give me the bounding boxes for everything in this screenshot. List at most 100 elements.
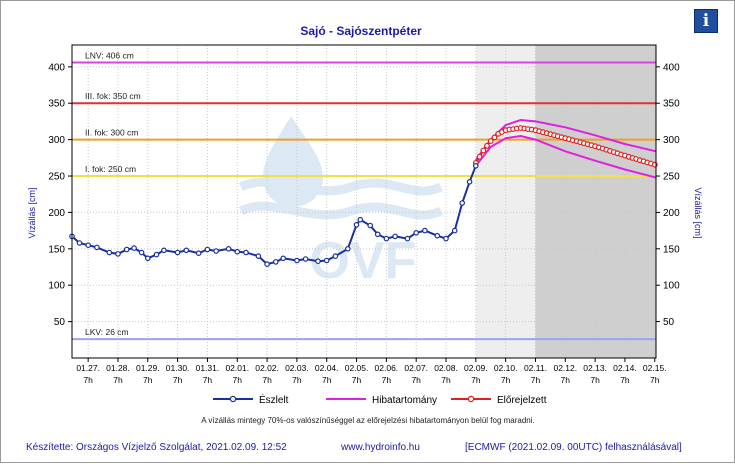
observed-point: [213, 248, 219, 254]
observed-point: [204, 246, 211, 253]
x-tick-hour: 7h: [113, 375, 123, 385]
observed-point: [367, 222, 374, 229]
observed-point: [344, 246, 351, 252]
chart-axes: 50 50 100 100 150 150 200 200 250 250 300 300 350 350…: [48, 44, 680, 385]
x-tick-label: 02.08.: [434, 363, 458, 373]
observed-point: [392, 233, 398, 240]
x-tick-label: 01.28.: [106, 363, 130, 373]
x-tick-hour: 7h: [143, 375, 153, 385]
observed-point: [272, 259, 279, 265]
x-tick-hour: 7h: [322, 375, 332, 385]
info-icon[interactable]: i: [694, 9, 718, 33]
y-axis-label-left: Vízállás [cm]: [27, 187, 37, 238]
observed-point: [174, 249, 181, 256]
x-tick-hour: 7h: [531, 375, 541, 385]
x-tick-label: 01.31.: [196, 363, 220, 373]
forecast-point: [480, 147, 487, 154]
x-tick-label: 02.10.: [494, 363, 518, 373]
observed-point: [422, 227, 428, 234]
x-tick-label: 02.03.: [285, 363, 309, 373]
observed-series: [69, 163, 479, 267]
x-tick-hour: 7h: [382, 375, 392, 385]
footer-website-link[interactable]: www.hydroinfo.hu: [340, 442, 420, 453]
threshold-label-0: LNV: 406 cm: [85, 50, 134, 60]
y-tick-label-left: 250: [48, 172, 65, 183]
y-tick-label-left: 350: [48, 99, 65, 110]
x-tick-label: 02.07.: [404, 363, 428, 373]
forecast-series: [472, 125, 658, 168]
observed-point: [138, 249, 145, 256]
y-tick-label-right: 300: [663, 135, 680, 146]
forecast-point: [487, 138, 494, 145]
y-tick-label-left: 400: [48, 62, 65, 73]
x-tick-label: 01.30.: [166, 363, 190, 373]
observed-point: [323, 257, 330, 264]
observed-point: [234, 248, 241, 255]
observed-point: [459, 200, 466, 206]
x-tick-label: 02.04.: [315, 363, 339, 373]
x-tick-label: 02.02.: [255, 363, 279, 373]
legend-label-1: Hibatartomány: [372, 395, 437, 406]
observed-point: [85, 242, 92, 249]
x-tick-hour: 7h: [501, 375, 511, 385]
plot-border: [71, 44, 657, 359]
x-tick-label: 02.01.: [225, 363, 249, 373]
forecast-point: [476, 153, 483, 160]
observed-point: [115, 251, 121, 257]
threshold-label-1: III. fok: 350 cm: [85, 91, 141, 101]
legend-marker-0: [229, 395, 237, 403]
observed-point: [106, 249, 113, 256]
observed-point: [383, 235, 390, 242]
y-tick-label-right: 350: [663, 99, 680, 110]
error-band-lower-line: [475, 134, 657, 179]
y-tick-label-right: 200: [663, 208, 680, 219]
footer-model-source: [ECMWF (2021.02.09. 00UTC) felhasználásá…: [465, 442, 682, 453]
shading-region-1: [535, 45, 656, 358]
y-tick-label-right: 50: [663, 317, 675, 328]
x-tick-label: 02.14.: [613, 363, 637, 373]
x-tick-hour: 7h: [233, 375, 243, 385]
observed-point: [161, 247, 167, 254]
x-tick-hour: 7h: [292, 375, 302, 385]
x-tick-label: 02.15.: [643, 363, 667, 373]
x-tick-hour: 7h: [173, 375, 183, 385]
x-tick-hour: 7h: [620, 375, 630, 385]
y-tick-label-right: 250: [663, 172, 680, 183]
x-tick-hour: 7h: [83, 375, 93, 385]
observed-point: [332, 253, 339, 259]
forecast-shading: [475, 45, 656, 358]
observed-point: [76, 240, 83, 246]
forecast-point: [484, 142, 490, 149]
threshold-label-3: I. fok: 250 cm: [85, 164, 136, 174]
y-tick-label-right: 400: [663, 62, 680, 73]
x-tick-label: 02.06.: [375, 363, 399, 373]
chart-note: A vízállás mintegy 70%-os valószínűségge…: [201, 416, 535, 425]
x-tick-hour: 7h: [590, 375, 600, 385]
x-tick-label: 01.29.: [136, 363, 160, 373]
observed-point: [443, 235, 449, 242]
legend-label-2: Előrejelzett: [497, 395, 547, 406]
observed-point: [353, 222, 360, 228]
x-tick-hour: 7h: [561, 375, 571, 385]
threshold-label-2: II. fok: 300 cm: [85, 128, 138, 138]
observed-point: [302, 256, 309, 262]
observed-point: [183, 247, 190, 254]
observed-point: [374, 231, 381, 238]
x-tick-hour: 7h: [262, 375, 272, 385]
observed-point: [225, 246, 232, 252]
x-tick-hour: 7h: [411, 375, 421, 385]
chart-legend: Észlelt Hibatartomány Előrejelzett: [213, 393, 547, 406]
observed-point: [451, 227, 458, 234]
observed-point: [195, 250, 202, 257]
y-axis-label-right: Vízállás [cm]: [693, 187, 703, 238]
observed-point: [153, 251, 160, 258]
x-tick-hour: 7h: [650, 375, 660, 385]
observed-point: [145, 255, 151, 262]
observed-point: [315, 258, 321, 265]
observed-point: [404, 235, 411, 242]
chart-title: Sajó - Sajószentpéter: [300, 24, 422, 38]
observed-point: [264, 261, 270, 267]
y-tick-label-left: 50: [54, 317, 66, 328]
